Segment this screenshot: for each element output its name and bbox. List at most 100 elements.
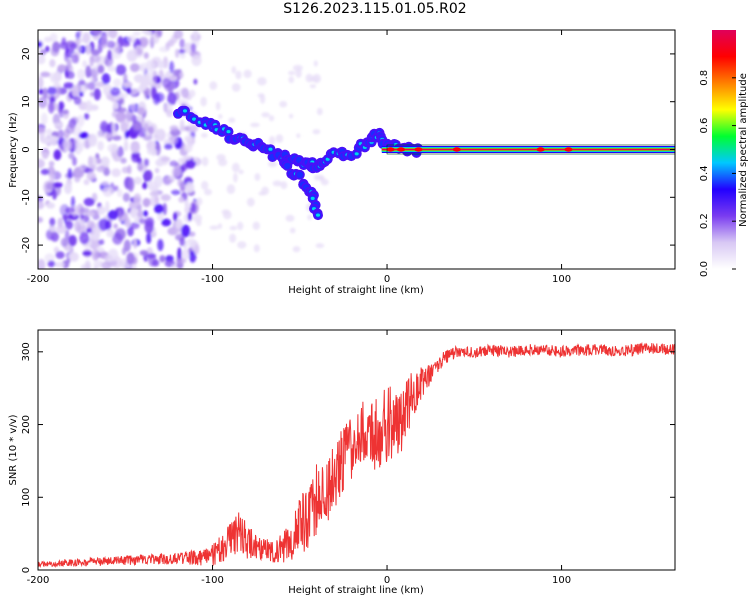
noise-blob (54, 122, 63, 128)
noise-blob (188, 231, 196, 237)
noise-blob (88, 81, 96, 91)
noise-blob (146, 147, 158, 155)
noise-blob (79, 231, 90, 245)
carrier-hotspot (397, 147, 405, 152)
x-tick-label: -200 (27, 575, 50, 586)
noise-blob (85, 100, 93, 113)
noise-blob (38, 127, 46, 134)
noise-blob (126, 87, 132, 95)
noise-blob (164, 143, 173, 150)
noise-blob (296, 133, 301, 138)
noise-blob (122, 192, 130, 202)
noise-blob (193, 30, 199, 38)
noise-blob (150, 185, 159, 193)
noise-blob (173, 212, 178, 222)
noise-blob (55, 86, 61, 98)
noise-blob (175, 219, 182, 230)
noise-blob (60, 237, 68, 247)
noise-blob (68, 235, 77, 247)
noise-blob (49, 135, 58, 146)
noise-blob (169, 125, 179, 132)
noise-blob (112, 232, 123, 245)
noise-blob (44, 253, 55, 263)
noise-blob (111, 122, 117, 135)
noise-blob (280, 181, 288, 190)
trail-branch-blob (310, 196, 315, 200)
noise-blob (181, 87, 189, 99)
noise-blob (82, 32, 91, 44)
noise-blob (289, 227, 296, 234)
x-tick-label: -100 (201, 274, 224, 285)
noise-blob (177, 247, 182, 260)
noise-blob (315, 243, 325, 249)
noise-blob (63, 82, 74, 89)
noise-blob (90, 49, 101, 56)
noise-blob (94, 81, 105, 88)
noise-blob (136, 106, 145, 116)
noise-blob (313, 60, 318, 67)
noise-blob (49, 226, 56, 233)
noise-blob (140, 75, 152, 83)
noise-blob (102, 132, 113, 139)
noise-blob (91, 30, 102, 36)
noise-blob (169, 160, 178, 167)
colorbar-tick-label: 0.6 (699, 118, 710, 134)
noise-blob (65, 123, 75, 134)
figure-title: S126.2023.115.01.05.R02 (283, 1, 467, 17)
noise-blob (171, 189, 181, 196)
noise-blob (82, 250, 92, 256)
noise-blob (191, 54, 202, 66)
noise-blob (257, 77, 267, 86)
spectrogram-ylabel: Frequency (Hz) (8, 112, 19, 188)
noise-blob (179, 181, 186, 191)
noise-blob (171, 166, 182, 178)
noise-blob (112, 135, 122, 141)
noise-blob (94, 209, 99, 219)
noise-blob (69, 42, 78, 50)
snr-ylabel: SNR (10 * v/v) (8, 414, 19, 485)
noise-blob (93, 265, 99, 269)
noise-blob (201, 180, 209, 190)
signal-trail (173, 105, 675, 221)
noise-blob (38, 216, 44, 223)
noise-blob (128, 177, 135, 191)
noise-blob (49, 217, 56, 227)
noise-blob (85, 65, 92, 78)
noise-blob (182, 155, 192, 161)
noise-blob (89, 227, 101, 241)
noise-blob (215, 101, 221, 111)
noise-blob (173, 30, 184, 39)
noise-blob (85, 44, 92, 55)
noise-blob (40, 137, 51, 144)
noise-blob (237, 221, 244, 231)
noise-blob (123, 81, 133, 88)
noise-blob (158, 46, 170, 53)
noise-blob (116, 189, 123, 198)
noise-blob (180, 163, 188, 172)
noise-blob (93, 88, 101, 101)
noise-blob (100, 156, 110, 167)
noise-blob (97, 64, 105, 74)
noise-blob (121, 261, 130, 269)
noise-blob (129, 222, 140, 230)
carrier-outline (386, 144, 675, 155)
noise-blob (66, 71, 75, 79)
noise-blob (127, 35, 136, 43)
noise-blob (118, 98, 124, 105)
noise-blob (149, 191, 159, 197)
noise-blob (49, 59, 56, 68)
noise-blob (145, 59, 156, 72)
noise-blob (73, 96, 82, 105)
noise-blob (246, 197, 255, 207)
noise-blob (254, 173, 261, 181)
y-tick-label: 100 (21, 488, 32, 507)
noise-blob (209, 81, 218, 90)
noise-blob (75, 31, 81, 40)
noise-blob (142, 182, 148, 190)
noise-blob (91, 248, 99, 261)
noise-blob (143, 52, 149, 59)
noise-blob (218, 114, 223, 119)
noise-blob (110, 86, 121, 97)
trail-blob (268, 147, 273, 151)
